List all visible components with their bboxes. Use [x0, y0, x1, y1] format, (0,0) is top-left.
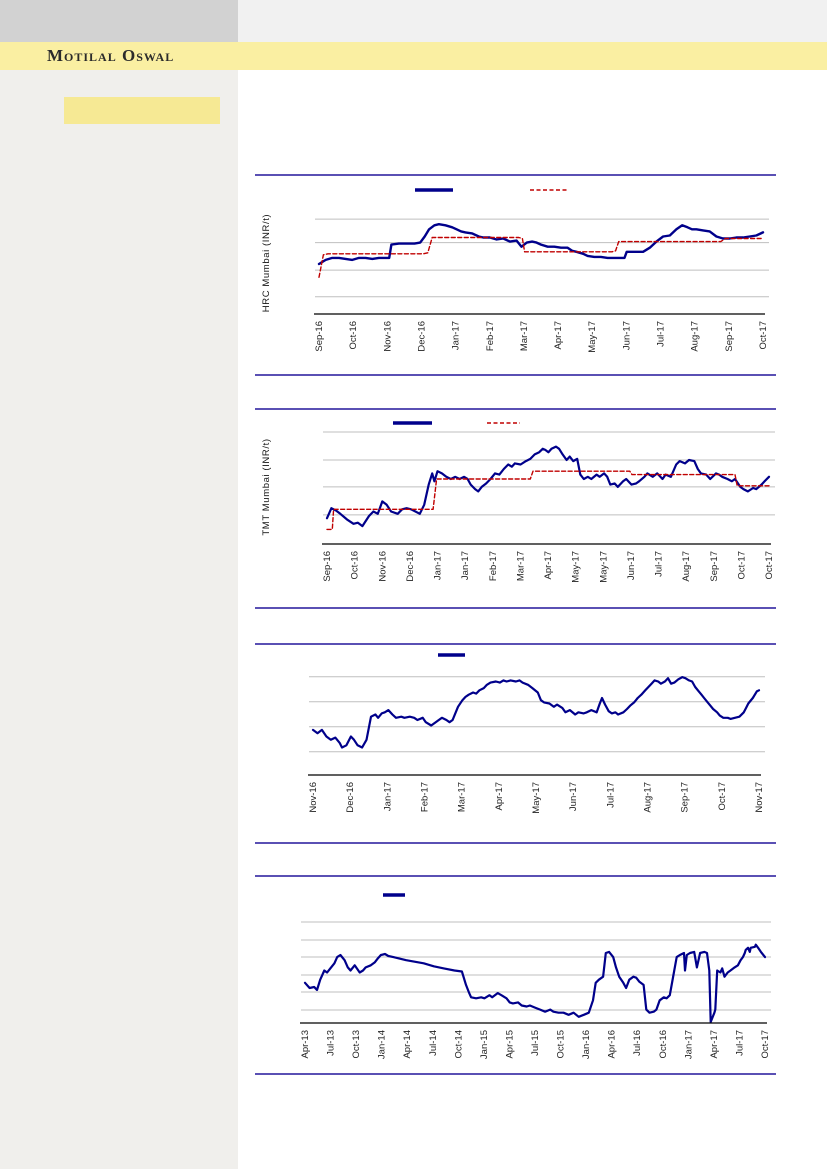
svg-text:May-17: May-17 — [571, 551, 582, 583]
brand-logo-text: Motilal Oswal — [47, 46, 175, 65]
svg-text:Apr-17: Apr-17 — [543, 551, 554, 580]
svg-text:Oct-15: Oct-15 — [556, 1030, 567, 1059]
chart-3-unlabeled: Nov-16 Dec-16 Jan-17 Feb-17 Mar-17 Apr-17 May-… — [255, 643, 776, 842]
header-gray-block — [0, 0, 238, 42]
svg-text:Dec-16: Dec-16 — [405, 551, 416, 582]
svg-text:Feb-17: Feb-17 — [488, 551, 499, 581]
section-divider — [255, 875, 776, 877]
svg-text:Jul-17: Jul-17 — [605, 782, 616, 808]
line-chart-canvas: Apr-13 Jul-13 Oct-13 Jan-14 Apr-14 Jul-14 Oct-… — [300, 893, 771, 1059]
svg-text:Aug-17: Aug-17 — [681, 551, 692, 582]
svg-text:Jan-14: Jan-14 — [377, 1030, 388, 1059]
svg-text:Sep-17: Sep-17 — [680, 782, 691, 813]
svg-text:Sep-17: Sep-17 — [724, 321, 735, 352]
svg-text:Sep-16: Sep-16 — [314, 321, 325, 352]
svg-text:Nov-16: Nov-16 — [377, 551, 388, 582]
svg-text:Dec-16: Dec-16 — [345, 782, 356, 813]
svg-text:Jul-13: Jul-13 — [326, 1030, 337, 1056]
svg-text:Aug-17: Aug-17 — [643, 782, 654, 813]
svg-text:Feb-17: Feb-17 — [420, 782, 431, 812]
svg-text:Jan-17: Jan-17 — [451, 321, 462, 350]
svg-text:Apr-15: Apr-15 — [504, 1030, 515, 1059]
line-chart-canvas: Sep-16 Oct-16 Nov-16 Dec-16 Jan-17 Feb-17 Mar-… — [314, 188, 769, 353]
svg-text:Jan-15: Jan-15 — [479, 1030, 490, 1059]
svg-text:Apr-17: Apr-17 — [709, 1030, 720, 1059]
line-chart-canvas: Nov-16 Dec-16 Jan-17 Feb-17 Mar-17 Apr-17 May-… — [308, 653, 765, 814]
svg-text:Jul-14: Jul-14 — [428, 1030, 439, 1056]
sidebar-background — [0, 0, 238, 1169]
svg-text:Jan-17: Jan-17 — [433, 551, 444, 580]
svg-text:Feb-17: Feb-17 — [485, 321, 496, 351]
svg-text:Jan-17: Jan-17 — [460, 551, 471, 580]
svg-text:Sep-16: Sep-16 — [322, 551, 333, 582]
svg-text:Jul-15: Jul-15 — [530, 1030, 541, 1056]
svg-text:Nov-16: Nov-16 — [308, 782, 319, 813]
svg-text:Oct-17: Oct-17 — [758, 321, 769, 350]
svg-text:Apr-14: Apr-14 — [402, 1030, 413, 1059]
line-chart-canvas: Sep-16 Oct-16 Nov-16 Dec-16 Jan-17 Jan-17 Feb-… — [322, 421, 775, 583]
chart-4-unlabeled: Apr-13 Jul-13 Oct-13 Jan-14 Apr-14 Jul-14 Oct-… — [255, 875, 776, 1073]
svg-text:Oct-17: Oct-17 — [736, 551, 747, 580]
sidebar-highlight-box — [64, 97, 220, 124]
svg-text:Jun-17: Jun-17 — [621, 321, 632, 350]
svg-text:Jun-17: Jun-17 — [626, 551, 637, 580]
y-axis-title: TMT Mumbai (INR/t) — [261, 438, 272, 536]
svg-text:Oct-16: Oct-16 — [350, 551, 361, 580]
svg-text:Apr-13: Apr-13 — [300, 1030, 311, 1059]
section-divider — [255, 643, 776, 645]
svg-text:Mar-17: Mar-17 — [457, 782, 468, 812]
chart-1-hrc-mumbai: HRC Mumbai (INR/t) Sep-16 Oct-16 Nov-16 Dec… — [255, 174, 776, 374]
svg-text:Oct-16: Oct-16 — [348, 321, 359, 350]
svg-text:Jul-16: Jul-16 — [632, 1030, 643, 1056]
chart-2-tmt-mumbai: TMT Mumbai (INR/t) Sep-16 Oct-16 Nov-16 Dec… — [255, 408, 776, 607]
svg-text:Oct-17: Oct-17 — [717, 782, 728, 811]
svg-text:Apr-17: Apr-17 — [553, 321, 564, 350]
svg-text:Mar-17: Mar-17 — [515, 551, 526, 581]
svg-text:May-17: May-17 — [587, 321, 598, 353]
section-divider — [255, 1073, 776, 1075]
section-divider — [255, 174, 776, 176]
svg-text:Jan-17: Jan-17 — [382, 782, 393, 811]
section-divider — [255, 374, 776, 376]
svg-text:Dec-16: Dec-16 — [417, 321, 428, 352]
header-light-strip — [238, 0, 827, 42]
svg-text:Mar-17: Mar-17 — [519, 321, 530, 351]
svg-text:Jul-17: Jul-17 — [656, 321, 667, 347]
svg-text:Jul-17: Jul-17 — [654, 551, 665, 577]
svg-text:May-17: May-17 — [531, 782, 542, 814]
section-divider — [255, 842, 776, 844]
svg-text:Jan-17: Jan-17 — [683, 1030, 694, 1059]
svg-text:Oct-17: Oct-17 — [760, 1030, 771, 1059]
svg-text:Nov-16: Nov-16 — [382, 321, 393, 352]
brand-band: Motilal Oswal — [0, 42, 827, 70]
svg-text:Jan-16: Jan-16 — [581, 1030, 592, 1059]
svg-text:Oct-14: Oct-14 — [453, 1030, 464, 1059]
svg-text:Nov-17: Nov-17 — [754, 782, 765, 813]
svg-text:Apr-17: Apr-17 — [494, 782, 505, 811]
svg-text:Oct-16: Oct-16 — [658, 1030, 669, 1059]
svg-text:Sep-17: Sep-17 — [709, 551, 720, 582]
svg-text:Jun-17: Jun-17 — [568, 782, 579, 811]
svg-text:May-17: May-17 — [598, 551, 609, 583]
svg-text:Oct-13: Oct-13 — [351, 1030, 362, 1059]
section-divider — [255, 607, 776, 609]
section-divider — [255, 408, 776, 410]
svg-text:Aug-17: Aug-17 — [690, 321, 701, 352]
svg-text:Apr-16: Apr-16 — [607, 1030, 618, 1059]
svg-text:Oct-17: Oct-17 — [764, 551, 775, 580]
y-axis-title: HRC Mumbai (INR/t) — [261, 213, 272, 313]
svg-text:Jul-17: Jul-17 — [734, 1030, 745, 1056]
